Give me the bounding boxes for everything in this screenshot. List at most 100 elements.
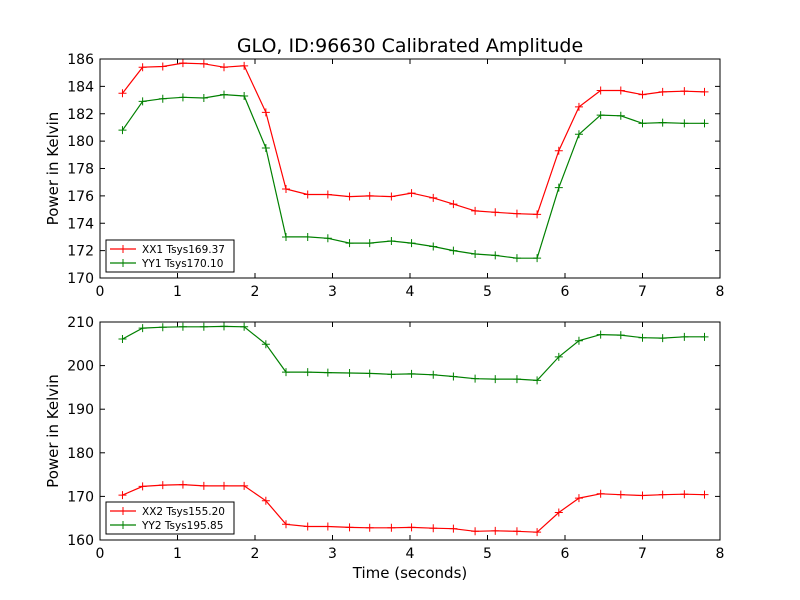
- data-point: [220, 90, 228, 99]
- x-tick-label: 6: [561, 546, 570, 562]
- data-point: [158, 94, 167, 103]
- y-tick-label: 184: [67, 79, 94, 95]
- data-point: [345, 523, 354, 532]
- legend: XX1 Tsys169.37 YY1 Tsys170.10: [105, 239, 235, 273]
- legend-marker: [119, 507, 127, 515]
- x-tick-label: 2: [251, 284, 260, 300]
- data-point: [365, 523, 374, 532]
- data-point: [680, 490, 689, 499]
- data-point: [554, 183, 563, 192]
- y-axis-label: Power in Kelvin: [44, 112, 62, 226]
- data-point: [138, 63, 147, 72]
- series-yy1: [118, 90, 709, 263]
- data-point: [491, 375, 500, 384]
- y-tick-label: 178: [67, 162, 94, 178]
- x-tick-label: 1: [173, 546, 182, 562]
- data-point: [471, 527, 480, 536]
- data-point: [491, 251, 500, 260]
- legend-box: [105, 501, 235, 535]
- data-point: [240, 481, 249, 490]
- data-point: [429, 524, 438, 533]
- data-point: [658, 334, 667, 343]
- x-tick-label: 7: [638, 284, 647, 300]
- data-point: [365, 239, 374, 248]
- data-point: [429, 370, 438, 379]
- data-point: [700, 87, 709, 96]
- data-point: [178, 59, 187, 68]
- series-xx2: [118, 480, 709, 537]
- data-point: [240, 91, 249, 100]
- x-tick-label: 0: [96, 546, 105, 562]
- data-point: [407, 523, 416, 532]
- y-axis-label: Power in Kelvin: [44, 374, 62, 488]
- data-point: [199, 322, 208, 331]
- y-tick-label: 170: [67, 271, 94, 287]
- y-tick-label: 170: [67, 489, 94, 505]
- data-point: [387, 370, 396, 379]
- data-point: [138, 324, 147, 333]
- data-point: [118, 335, 127, 344]
- data-point: [282, 185, 290, 194]
- legend: XX2 Tsys155.20 YY2 Tsys195.85: [105, 501, 235, 535]
- data-point: [616, 490, 625, 499]
- data-point: [199, 94, 208, 103]
- data-point: [554, 508, 563, 517]
- data-point: [471, 206, 480, 215]
- data-point: [345, 369, 354, 378]
- data-point: [118, 126, 127, 135]
- data-point: [158, 481, 167, 490]
- data-point: [533, 254, 542, 263]
- data-point: [323, 368, 332, 377]
- x-tick-label: 7: [638, 546, 647, 562]
- data-point: [533, 376, 542, 385]
- x-tick-label: 6: [561, 284, 570, 300]
- data-point: [596, 330, 605, 339]
- data-point: [178, 93, 187, 102]
- data-point: [449, 524, 458, 533]
- legend-label: YY2 Tsys195.85: [141, 520, 223, 532]
- x-tick-label: 5: [483, 284, 492, 300]
- data-point: [596, 489, 605, 498]
- data-point: [118, 89, 127, 98]
- data-point: [574, 494, 583, 503]
- data-point: [449, 200, 458, 209]
- series-yy2: [118, 322, 709, 385]
- y-tick-label: 180: [67, 134, 94, 150]
- x-tick-label: 3: [328, 284, 337, 300]
- subplot-1: 0 1 2 3 4 5 6 7 8 170 172 174 176 178 180 182 184 186 Powe…: [44, 52, 724, 300]
- data-point: [303, 232, 312, 241]
- x-tick-label: 4: [406, 546, 415, 562]
- data-point: [574, 336, 583, 345]
- data-point: [554, 352, 563, 361]
- data-point: [449, 372, 458, 381]
- data-point: [512, 254, 521, 263]
- data-point: [658, 118, 667, 127]
- data-point: [680, 332, 689, 341]
- legend-label: XX1 Tsys169.37: [142, 244, 225, 256]
- data-point: [345, 192, 354, 201]
- x-tick-label: 1: [173, 284, 182, 300]
- data-point: [261, 143, 270, 152]
- data-point: [407, 369, 416, 378]
- y-tick-label: 160: [67, 533, 94, 549]
- x-tick-label: 0: [96, 284, 105, 300]
- y-tick-label: 190: [67, 402, 94, 418]
- data-point: [471, 250, 480, 259]
- data-point: [282, 368, 290, 377]
- data-point: [282, 520, 290, 529]
- data-point: [533, 528, 542, 537]
- data-point: [700, 119, 709, 128]
- y-tick-label: 180: [67, 446, 94, 462]
- data-point: [138, 482, 147, 491]
- data-point: [429, 242, 438, 251]
- legend-marker: [119, 259, 127, 267]
- data-point: [407, 189, 416, 198]
- y-tick-label: 172: [67, 244, 94, 260]
- data-point: [429, 193, 438, 202]
- data-point: [680, 87, 689, 96]
- data-point: [574, 130, 583, 139]
- plot-frame: [99, 321, 721, 541]
- x-tick-label: 8: [716, 546, 725, 562]
- data-point: [471, 374, 480, 383]
- data-point: [345, 239, 354, 248]
